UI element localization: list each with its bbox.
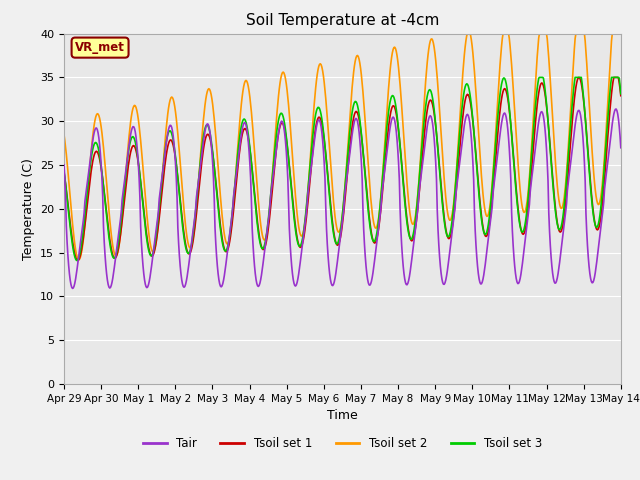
Tsoil set 1 [128, 144, 136, 150]
Tair [411, 231, 419, 237]
Line: Tsoil set 3: Tsoil set 3 [64, 77, 621, 261]
Tair [214, 271, 222, 276]
Tsoil set 1 [575, 74, 583, 80]
Tair [428, 114, 435, 120]
Tsoil set 2 [617, 31, 625, 36]
Tsoil set 1 [70, 248, 78, 254]
Tsoil set 1 [60, 170, 68, 176]
Tsoil set 1 [617, 93, 625, 98]
Tsoil set 3 [128, 134, 136, 140]
Tair [60, 162, 68, 168]
Y-axis label: Temperature (C): Temperature (C) [22, 158, 35, 260]
Tsoil set 2 [128, 109, 136, 115]
Tsoil set 2 [60, 132, 68, 137]
Tair [185, 263, 193, 268]
Tsoil set 3 [70, 251, 78, 257]
Text: VR_met: VR_met [75, 41, 125, 54]
Tsoil set 3 [214, 205, 222, 211]
Tsoil set 2 [185, 243, 193, 249]
Tsoil set 1 [428, 97, 435, 103]
Tsoil set 3 [60, 168, 68, 174]
Tsoil set 1 [185, 251, 193, 257]
Line: Tair: Tair [64, 109, 621, 288]
Tair [128, 125, 136, 131]
Tsoil set 2 [428, 36, 435, 42]
Tsoil set 3 [411, 222, 419, 228]
Tsoil set 1 [74, 258, 82, 264]
Tsoil set 3 [617, 91, 625, 96]
Tsoil set 2 [214, 164, 222, 169]
Tsoil set 3 [74, 258, 81, 264]
Tsoil set 2 [411, 216, 419, 222]
Tsoil set 3 [185, 251, 193, 256]
X-axis label: Time: Time [327, 409, 358, 422]
Tsoil set 2 [75, 257, 83, 263]
Tair [612, 106, 620, 112]
Line: Tsoil set 2: Tsoil set 2 [64, 34, 621, 260]
Tair [617, 145, 625, 151]
Title: Soil Temperature at -4cm: Soil Temperature at -4cm [246, 13, 439, 28]
Tair [68, 286, 76, 291]
Tsoil set 2 [463, 31, 471, 36]
Legend: Tair, Tsoil set 1, Tsoil set 2, Tsoil set 3: Tair, Tsoil set 1, Tsoil set 2, Tsoil se… [138, 433, 547, 455]
Tsoil set 1 [214, 201, 222, 207]
Tsoil set 1 [411, 229, 419, 235]
Line: Tsoil set 1: Tsoil set 1 [64, 77, 621, 261]
Tsoil set 2 [70, 236, 78, 241]
Tair [71, 280, 79, 286]
Tsoil set 3 [536, 74, 543, 80]
Tsoil set 3 [428, 89, 435, 95]
